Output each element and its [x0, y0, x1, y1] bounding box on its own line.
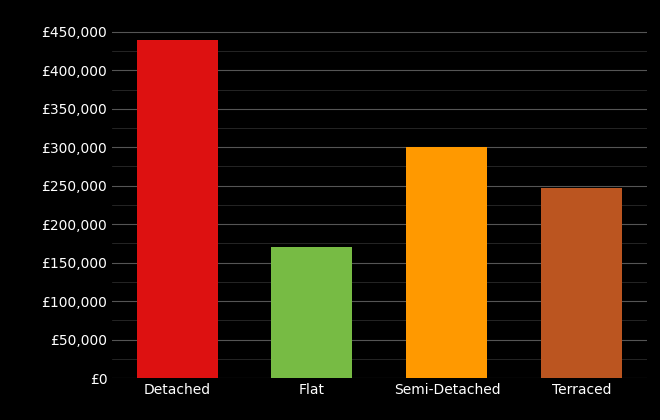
Bar: [541, 188, 622, 378]
Bar: [271, 247, 352, 378]
Bar: [407, 147, 488, 378]
Bar: [137, 39, 218, 378]
